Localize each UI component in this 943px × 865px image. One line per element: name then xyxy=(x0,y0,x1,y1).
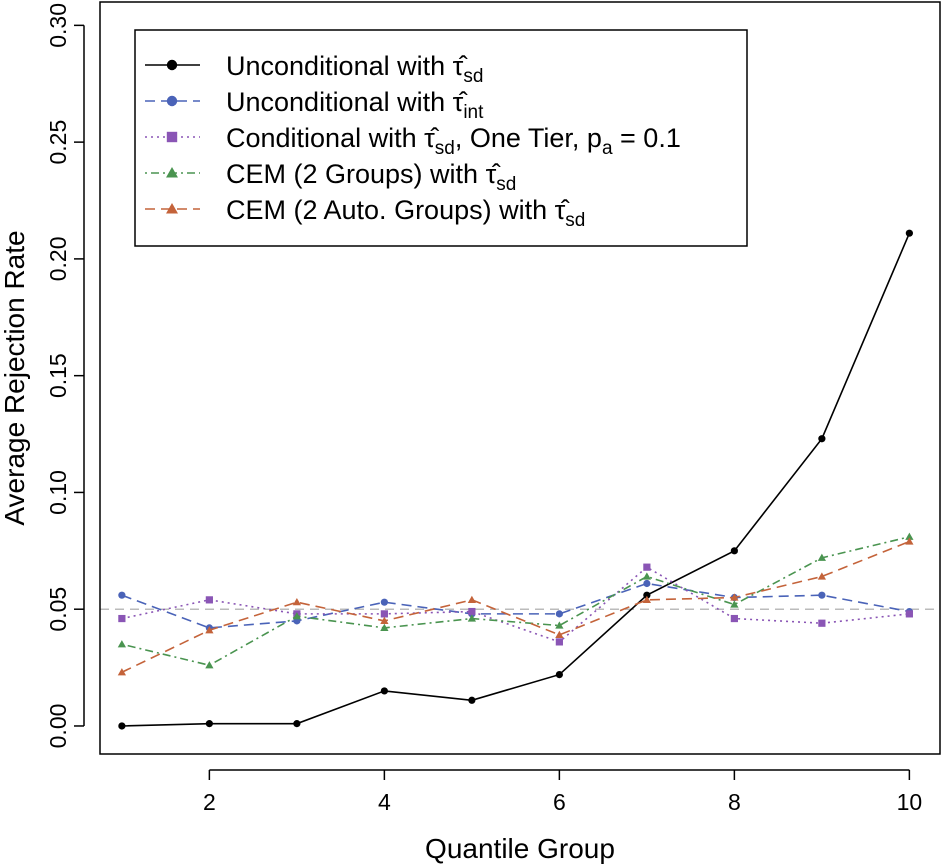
data-point xyxy=(205,596,213,604)
y-tick-label: 0.30 xyxy=(45,3,71,48)
data-point xyxy=(292,612,302,620)
data-point xyxy=(380,616,389,624)
legend-label: CEM (2 Auto. Groups) with τ̂sd xyxy=(226,195,585,231)
data-point xyxy=(205,661,214,669)
data-point xyxy=(380,687,388,695)
data-point xyxy=(467,595,477,603)
x-tick-label: 4 xyxy=(378,789,391,815)
data-point xyxy=(380,623,389,631)
data-point xyxy=(293,720,301,728)
x-tick-label: 8 xyxy=(728,789,741,815)
data-point xyxy=(118,614,126,623)
data-point xyxy=(380,610,388,618)
data-point xyxy=(380,598,388,606)
data-point xyxy=(118,722,126,730)
data-point xyxy=(730,614,738,623)
data-point xyxy=(555,638,563,646)
legend-item: Conditional with τ̂sd, One Tier, pa = 0.… xyxy=(145,123,681,159)
x-tick-label: 2 xyxy=(203,789,216,815)
data-point xyxy=(643,591,651,599)
data-point xyxy=(205,626,214,634)
data-point xyxy=(905,229,913,237)
x-axis: 2 4 6 8 10 xyxy=(203,769,923,815)
series-5 xyxy=(117,537,914,676)
legend-marker xyxy=(166,167,178,178)
data-point xyxy=(817,572,827,580)
legend-box xyxy=(134,29,748,247)
data-point xyxy=(292,598,302,606)
data-point xyxy=(730,600,739,608)
data-point xyxy=(118,591,126,599)
data-point xyxy=(555,621,564,629)
data-point xyxy=(643,579,651,588)
legend-marker xyxy=(166,95,178,107)
series-1 xyxy=(118,229,913,730)
legend-label: Unconditional with τ̂sd xyxy=(226,51,483,87)
x-axis-title: Quantile Group xyxy=(425,833,615,864)
y-tick-label: 0.10 xyxy=(45,470,71,515)
data-point xyxy=(117,640,127,648)
data-point xyxy=(818,591,826,599)
y-tick-label: 0.25 xyxy=(45,120,71,165)
series-line xyxy=(121,536,910,667)
data-point xyxy=(730,593,739,601)
data-point xyxy=(555,610,563,618)
y-tick-label: 0.20 xyxy=(45,237,71,282)
data-point xyxy=(555,630,564,638)
legend-marker xyxy=(166,59,178,71)
legend-item: CEM (2 Auto. Groups) with τ̂sd xyxy=(145,195,585,231)
legend-item: Unconditional with τ̂sd xyxy=(145,51,483,87)
series-line xyxy=(121,566,910,643)
series-line xyxy=(121,582,910,629)
y-axis: 0.00 0.05 0.10 0.15 0.20 0.25 0.30 xyxy=(45,3,85,749)
data-point xyxy=(905,610,913,618)
series-layer xyxy=(117,229,914,730)
data-point xyxy=(555,670,563,679)
data-point xyxy=(467,614,477,622)
y-tick-label: 0.05 xyxy=(45,587,71,632)
data-point xyxy=(643,563,651,571)
data-point xyxy=(117,668,127,676)
data-point xyxy=(468,607,476,616)
data-point xyxy=(817,553,827,561)
series-4 xyxy=(117,532,914,669)
y-tick-label: 0.15 xyxy=(45,353,71,398)
y-tick-label: 0.00 xyxy=(45,704,71,749)
data-point xyxy=(730,547,738,555)
data-point xyxy=(468,696,476,704)
series-line xyxy=(121,540,910,673)
data-point xyxy=(818,435,826,443)
plot-frame xyxy=(99,1,941,755)
legend-label: Unconditional with τ̂int xyxy=(226,87,484,123)
data-point xyxy=(905,532,914,540)
legend-marker xyxy=(166,131,178,143)
series-line xyxy=(121,232,911,727)
legend-label: Conditional with τ̂sd, One Tier, pa = 0.… xyxy=(226,123,681,159)
x-tick-label: 6 xyxy=(553,789,566,815)
legend-marker xyxy=(166,203,178,214)
data-point xyxy=(818,619,826,627)
x-tick-label: 10 xyxy=(897,789,923,815)
y-axis-title: Average Rejection Rate xyxy=(0,230,30,525)
data-point xyxy=(642,572,652,580)
data-point xyxy=(905,537,914,545)
legend-item: Unconditional with τ̂int xyxy=(145,87,484,123)
data-point xyxy=(205,720,213,728)
data-point xyxy=(642,595,652,603)
